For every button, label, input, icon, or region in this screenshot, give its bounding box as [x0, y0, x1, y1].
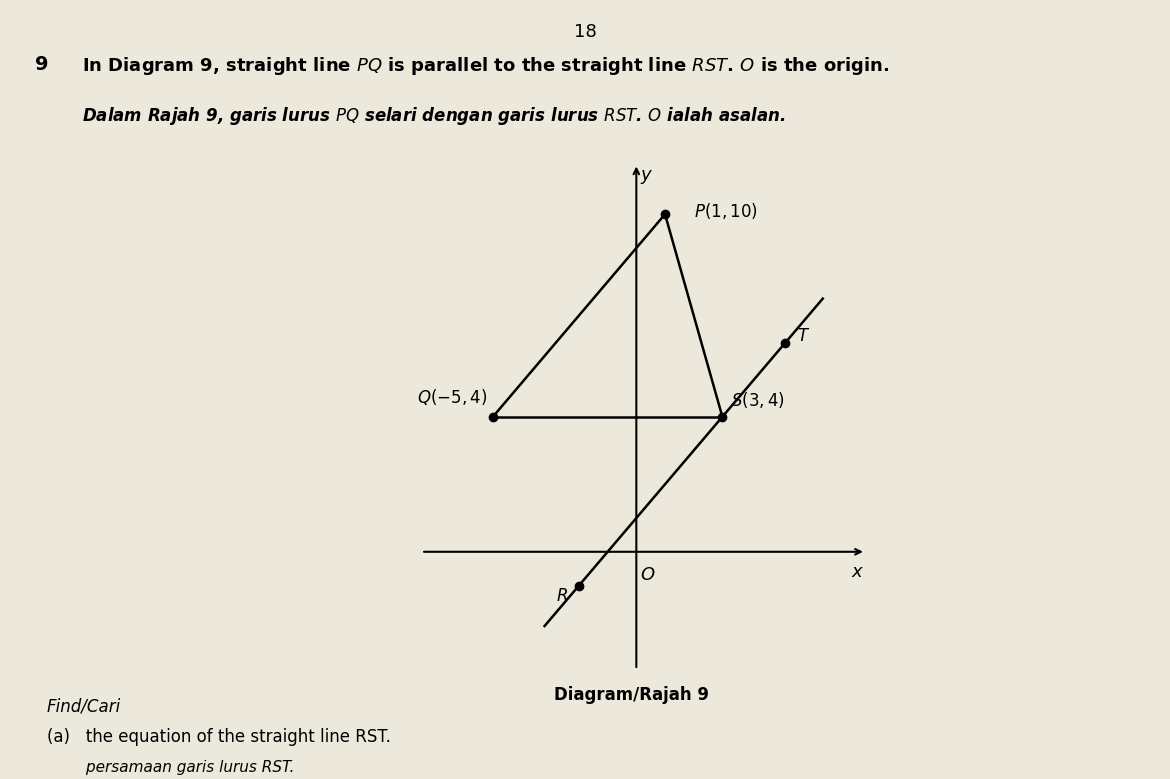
Text: 18: 18: [573, 23, 597, 41]
Text: $T$: $T$: [797, 326, 810, 345]
Text: Diagram/Rajah 9: Diagram/Rajah 9: [555, 686, 709, 703]
Text: 9: 9: [35, 55, 49, 73]
Text: Find/Cari: Find/Cari: [47, 697, 121, 715]
Text: $y$: $y$: [640, 168, 653, 186]
Text: Dalam Rajah 9, garis lurus $PQ$ selari dengan garis lurus $RST$. $O$ ialah asala: Dalam Rajah 9, garis lurus $PQ$ selari d…: [82, 105, 785, 127]
Text: (a)   the equation of the straight line RST.: (a) the equation of the straight line RS…: [47, 728, 391, 746]
Text: $S(3, 4)$: $S(3, 4)$: [731, 390, 785, 410]
Text: $R$: $R$: [556, 587, 567, 605]
Text: persamaan garis lurus RST.: persamaan garis lurus RST.: [47, 760, 295, 774]
Text: In Diagram 9, straight line $PQ$ is parallel to the straight line $RST$. $O$ is : In Diagram 9, straight line $PQ$ is para…: [82, 55, 889, 76]
Text: $O$: $O$: [640, 566, 655, 584]
Text: $Q(-5, 4)$: $Q(-5, 4)$: [417, 386, 487, 407]
Text: $P(1, 10)$: $P(1, 10)$: [694, 201, 757, 221]
Text: $x$: $x$: [851, 563, 863, 581]
